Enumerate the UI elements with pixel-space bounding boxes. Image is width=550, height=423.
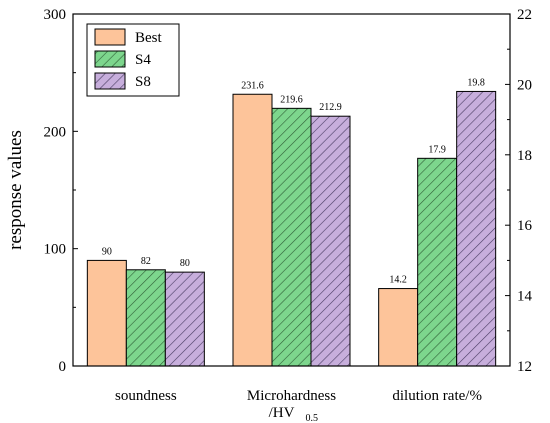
legend: Best S4 S8	[86, 23, 180, 97]
data-label: 19.8	[467, 77, 485, 88]
y-tick-label: 0	[59, 359, 67, 375]
bar-s4-0	[125, 269, 166, 367]
bar-s8-0	[164, 271, 205, 367]
data-label: 14.2	[389, 275, 407, 286]
bar-best-2	[378, 288, 419, 367]
y2-tick-label: 16	[517, 218, 533, 234]
bar-best-0	[86, 259, 127, 367]
data-label: 90	[102, 246, 112, 257]
legend-swatch-best	[94, 28, 126, 46]
bar-s4-1	[271, 107, 312, 367]
y-tick-label: 100	[44, 242, 67, 258]
data-label: 80	[180, 258, 190, 269]
legend-swatch-s8	[94, 72, 126, 90]
y2-tick-label: 12	[517, 359, 532, 375]
x-category-sublabel: /HV	[269, 405, 295, 421]
y-axis-title: response values	[5, 130, 26, 250]
bar-s8-1	[310, 115, 351, 367]
x-category-label: dilution rate/%	[392, 388, 482, 404]
legend-label-best: Best	[135, 30, 163, 46]
bar-best-1	[232, 93, 273, 367]
data-label: 219.6	[280, 94, 303, 105]
legend-label-s8: S8	[135, 74, 151, 90]
data-label: 212.9	[319, 102, 342, 113]
y2-tick-label: 14	[517, 289, 533, 305]
x-category-label: Microhardness	[247, 388, 336, 404]
x-category-label: soundness	[115, 388, 177, 404]
data-label: 82	[141, 256, 151, 267]
bar-s4-2	[417, 157, 458, 367]
y2-tick-label: 22	[517, 7, 532, 23]
y2-tick-label: 20	[517, 77, 532, 93]
data-label: 17.9	[428, 144, 446, 155]
legend-label-s4: S4	[135, 52, 151, 68]
y-tick-label: 200	[44, 124, 67, 140]
data-label: 231.6	[241, 80, 264, 91]
legend-swatch-s4	[94, 50, 126, 68]
bar-s8-2	[456, 90, 497, 367]
y-tick-label: 300	[44, 7, 67, 23]
y2-tick-label: 18	[517, 148, 532, 164]
x-category-subscript: 0.5	[306, 413, 319, 423]
